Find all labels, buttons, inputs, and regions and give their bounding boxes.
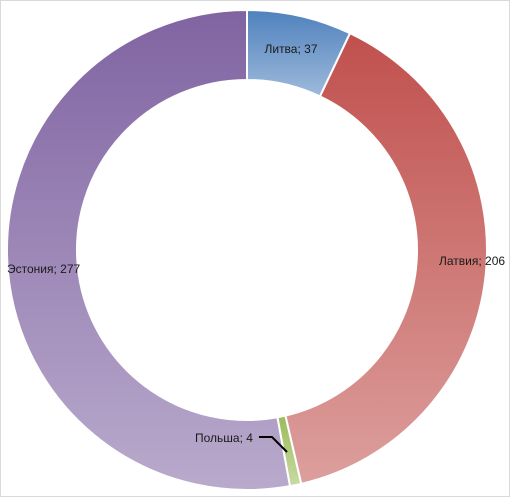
slice-эстония [7, 10, 290, 490]
data-label-эстония: Эстония; 277 [7, 262, 81, 276]
data-label-латвия: Латвия; 206 [439, 254, 505, 268]
data-label-литва: Литва; 37 [264, 42, 317, 56]
data-label-польша: Польша; 4 [195, 431, 253, 445]
